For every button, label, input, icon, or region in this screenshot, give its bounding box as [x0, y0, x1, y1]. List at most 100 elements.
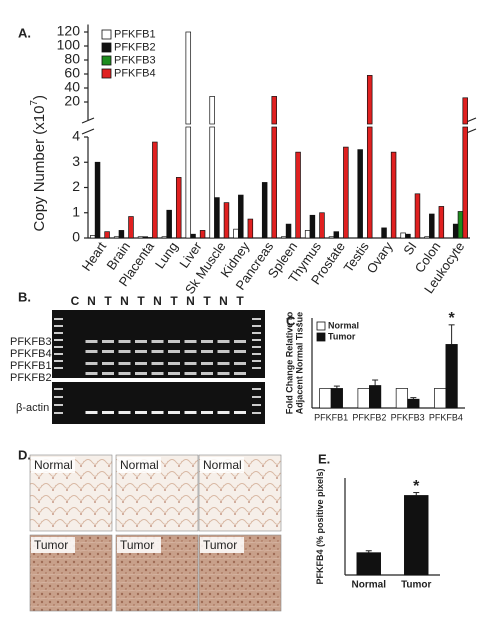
ladder-band — [54, 388, 63, 390]
bar — [445, 344, 458, 409]
bar — [357, 388, 370, 409]
bar — [438, 206, 445, 239]
ladder-band — [54, 404, 63, 406]
y-axis-label-text: Copy Number (x10 — [31, 106, 48, 232]
axis-break — [81, 117, 95, 124]
lane-label: N — [153, 294, 162, 308]
bar — [366, 126, 373, 239]
bar — [330, 388, 343, 409]
gel-band — [135, 340, 147, 343]
y-axis-label: PFKFB4 (% positive pixels) — [315, 468, 325, 584]
ladder-band — [252, 332, 261, 334]
bar — [434, 388, 447, 409]
ladder-band — [54, 367, 63, 369]
ladder-band — [252, 367, 261, 369]
ladder-band — [252, 325, 261, 327]
micrograph-label-bg — [117, 457, 161, 473]
bar — [452, 223, 459, 239]
x-tick-label: Normal — [352, 580, 387, 591]
gel-band — [85, 411, 98, 414]
micrograph-label: Normal — [120, 458, 159, 472]
gel-band — [201, 372, 213, 375]
lane-label: T — [170, 294, 178, 308]
bar — [381, 227, 387, 239]
bar — [319, 212, 325, 239]
gel-band — [118, 362, 131, 365]
panel-label: D. — [18, 447, 31, 462]
lane-label: T — [236, 294, 244, 308]
axis-break — [81, 128, 95, 135]
bar — [343, 146, 349, 239]
legend-swatch — [316, 332, 326, 342]
bar — [369, 385, 382, 409]
legend-label: PFKFB4 — [114, 67, 156, 79]
band-label: PFKFB2 — [10, 372, 52, 384]
gel-band — [217, 372, 230, 375]
x-tick-label: PFKFB1 — [314, 412, 348, 422]
ladder-band — [252, 346, 261, 348]
gel-band — [217, 340, 230, 343]
micrograph-label-bg — [200, 537, 244, 553]
ladder-band — [252, 318, 261, 320]
ladder-band — [252, 353, 261, 355]
x-tick-label: PFKFB3 — [391, 412, 425, 422]
bar — [405, 233, 411, 239]
bar — [113, 236, 120, 239]
panel-label: E. — [318, 451, 330, 466]
gel-band — [118, 411, 131, 414]
y-tick-label: 20 — [64, 93, 80, 109]
gel-band — [234, 362, 246, 365]
bar — [233, 228, 239, 239]
band-label: β-actin — [16, 402, 49, 414]
gel-band — [217, 411, 230, 414]
gel-band — [184, 362, 197, 365]
y-tick-label: 0 — [72, 229, 80, 245]
gel-band — [135, 372, 147, 375]
gel-band — [151, 411, 164, 414]
y-tick-label: 1 — [72, 203, 80, 219]
lane-label: C — [71, 294, 80, 308]
micrograph-label-bg — [31, 537, 75, 553]
bar — [247, 218, 254, 239]
bar — [209, 126, 215, 239]
ladder-band — [54, 396, 63, 398]
y-tick-label: 40 — [64, 79, 80, 95]
bar — [357, 149, 363, 239]
bar — [457, 211, 464, 239]
gel-band — [118, 350, 131, 353]
ladder-band — [54, 360, 63, 362]
ladder-band — [54, 339, 63, 341]
legend-label: PFKFB3 — [114, 54, 156, 66]
bar — [366, 75, 373, 125]
bar — [395, 388, 408, 409]
x-tick-label: Lung — [152, 239, 181, 271]
gel-band — [85, 350, 98, 353]
annotation: * — [448, 310, 455, 327]
gel-band — [234, 340, 246, 343]
gel-band — [118, 340, 131, 343]
bar — [128, 216, 134, 239]
legend-swatch — [316, 321, 326, 331]
micrograph-label: Normal — [203, 458, 242, 472]
bar — [271, 96, 277, 125]
y-tick-label: 80 — [64, 51, 80, 67]
gel-band — [184, 411, 197, 414]
bar — [404, 495, 429, 576]
micrograph-label: Tumor — [203, 538, 237, 552]
legend-label: Normal — [328, 320, 359, 330]
panel-label: C. — [286, 313, 299, 328]
panel-label: A. — [18, 25, 31, 40]
micrograph-label: Tumor — [34, 538, 68, 552]
bar — [175, 177, 182, 239]
gel-band — [168, 362, 180, 365]
y-axis-label-exponent: 7 — [29, 100, 40, 106]
gel-band — [201, 350, 213, 353]
legend-label: PFKFB1 — [114, 28, 156, 40]
bar — [238, 194, 244, 239]
bar — [209, 96, 215, 125]
gel-image — [52, 310, 265, 378]
gel-band — [201, 340, 213, 343]
bar — [414, 193, 421, 239]
